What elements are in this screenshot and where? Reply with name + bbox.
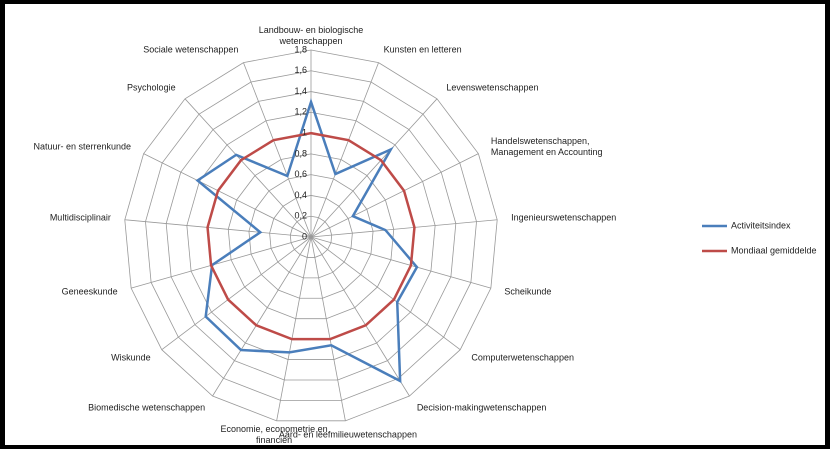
spoke: [276, 236, 312, 421]
spoke: [184, 98, 312, 238]
spoke: [310, 98, 438, 238]
spoke: [310, 153, 479, 238]
chart-svg: 0 0,2 0,4 0,6 0,8 1 1,2 1,4 1,6 1,8 Activiteitsind…: [124, 44, 817, 422]
grid-ring: [269, 195, 353, 279]
chart: 0 0,2 0,4 0,6 0,8 1 1,2 1,4 1,6 1,8 Activiteitsind…: [5, 4, 825, 445]
category-label: Kunsten en letteren: [383, 44, 462, 55]
r-tick-label: 1,4: [294, 86, 307, 96]
r-tick-label: 1,8: [294, 44, 307, 54]
category-label: Psychologie: [127, 82, 176, 93]
series-line: [195, 97, 419, 384]
r-tick-label: 0,2: [294, 211, 307, 221]
legend-label: Activiteitsindex: [731, 220, 791, 230]
category-label: Wiskunde: [111, 352, 151, 363]
r-tick-label: 0,4: [294, 190, 307, 200]
grid-ring: [165, 91, 457, 381]
category-label: Landbouw- en biologische wetenschappen: [258, 25, 364, 46]
grid-ring: [145, 70, 477, 401]
legend-label: Mondiaal gemiddelde: [731, 245, 817, 255]
r-tick-label: 1: [302, 127, 307, 137]
series-line: [206, 131, 416, 341]
category-label: Ingenieurswetenschappen: [511, 212, 617, 223]
spoke: [310, 236, 410, 397]
spoke: [310, 62, 379, 238]
grid-ring: [289, 215, 333, 258]
spoke: [310, 219, 498, 238]
category-label: Decision-makingwetenschappen: [416, 402, 547, 413]
r-tick-label: 1,2: [294, 107, 307, 117]
grid-ring: [248, 174, 374, 299]
category-label: Geneeskunde: [61, 286, 118, 297]
r-tick-label: 0,6: [294, 169, 307, 179]
spoke: [310, 236, 491, 289]
spoke: [310, 236, 346, 421]
spoke: [124, 219, 312, 238]
category-label: Multidisciplinair: [49, 212, 111, 223]
spoke: [161, 236, 312, 351]
spoke: [243, 62, 312, 238]
category-label: Natuur- en sterrenkunde: [33, 141, 132, 152]
category-label: Economie, econometrie en financiën: [220, 423, 328, 445]
category-label: Aard- en leefmilieuwetenschappen: [278, 429, 417, 440]
category-label: Biomedische wetenschappen: [88, 402, 206, 413]
grid-ring: [124, 49, 498, 422]
grid-ring: [227, 153, 395, 320]
spoke: [143, 153, 312, 238]
r-tick-label: 1,6: [294, 65, 307, 75]
category-label: Sociale wetenschappen: [143, 44, 239, 55]
category-label: Levenswetenschappen: [446, 82, 539, 93]
spoke: [212, 236, 312, 397]
category-label: Scheikunde: [504, 286, 552, 297]
r-tick-label: 0: [302, 231, 307, 241]
category-label: Handelswetenschappen, Management en Acco…: [490, 136, 603, 158]
spoke: [131, 236, 312, 289]
r-tick-label: 0,8: [294, 148, 307, 158]
spoke: [310, 236, 461, 351]
category-label: Computerwetenschappen: [471, 352, 574, 363]
